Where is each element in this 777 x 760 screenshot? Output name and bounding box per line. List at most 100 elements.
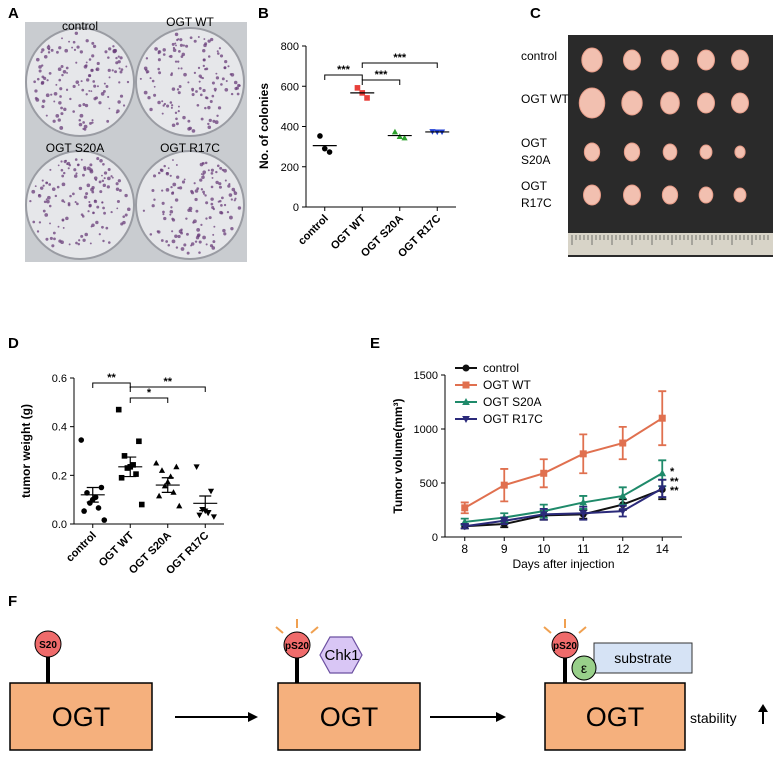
colony-dot — [85, 192, 89, 196]
colony-dot — [170, 206, 173, 209]
colony-dot — [162, 210, 165, 214]
legend-label: OGT WT — [483, 378, 531, 392]
colony-dot — [230, 226, 234, 231]
y-tick-label: 800 — [281, 41, 299, 53]
colony-dot — [82, 121, 85, 124]
colony-dot — [101, 179, 105, 183]
colony-dot — [161, 112, 164, 115]
colony-dot — [187, 119, 191, 123]
colony-dot — [47, 48, 51, 51]
tumor — [661, 185, 679, 205]
colony-dot — [169, 54, 173, 58]
colony-dot — [96, 205, 100, 209]
colony-dot — [224, 179, 227, 182]
colony-dot — [216, 50, 219, 53]
colony-dot — [49, 236, 53, 240]
colony-dot — [48, 183, 52, 186]
colony-dot — [216, 114, 219, 117]
colony-dot — [73, 48, 77, 51]
tumor — [662, 143, 678, 161]
colony-dot — [196, 103, 200, 107]
kinase-hexagon — [319, 636, 363, 674]
colony-dot — [222, 228, 226, 233]
colony-dot — [50, 93, 53, 96]
colony-dot — [46, 199, 50, 204]
tumor — [623, 142, 641, 162]
colony-dot — [183, 178, 186, 181]
colony-dot — [197, 36, 200, 39]
colony-dot — [72, 110, 75, 113]
colony-dot — [102, 162, 105, 166]
colony-dot — [169, 209, 174, 214]
colony-dot — [172, 48, 177, 52]
colony-dot — [221, 77, 225, 81]
colony-dot — [178, 229, 183, 234]
colony-dot — [176, 88, 180, 91]
colony-dot — [41, 64, 44, 67]
substrate-label: substrate — [614, 650, 672, 666]
colony-dot — [149, 107, 153, 112]
colony-dot — [170, 73, 173, 77]
data-point — [658, 485, 667, 493]
colony-dot — [207, 125, 212, 130]
protein-box — [277, 682, 421, 751]
colony-dot — [175, 246, 179, 249]
data-point — [205, 510, 212, 517]
colony-dot — [120, 68, 124, 71]
colony-dot — [45, 237, 49, 241]
colony-dot — [198, 240, 202, 244]
colony-dot — [53, 91, 58, 96]
colony-dot — [93, 176, 98, 180]
colony-dot — [83, 64, 88, 69]
colony-dot — [96, 61, 100, 66]
colony-dot — [95, 68, 98, 71]
colony-dot — [187, 81, 190, 84]
colony-dot — [163, 216, 167, 221]
colony-dot — [118, 188, 122, 192]
colony-dot — [223, 232, 227, 236]
arrow-head — [496, 712, 506, 722]
series-line — [464, 487, 663, 528]
colony-dot — [149, 77, 152, 80]
colony-dot — [117, 55, 120, 58]
colony-dot — [69, 97, 72, 101]
colony-dot — [91, 54, 95, 58]
colony-dot — [92, 211, 95, 215]
colony-dot — [34, 185, 37, 188]
colony-dot — [51, 187, 56, 191]
colony-dot — [116, 109, 120, 113]
colony-dot — [212, 207, 216, 211]
colony-dot — [112, 49, 117, 54]
data-point — [173, 463, 180, 470]
tumor — [660, 91, 680, 115]
colony-dot — [68, 243, 71, 246]
colony-dot — [74, 31, 79, 35]
colony-dot — [98, 180, 102, 184]
colony-dot — [162, 48, 166, 52]
series-line — [464, 472, 663, 523]
colony-dot — [107, 168, 111, 172]
colony-dot — [145, 71, 149, 74]
significance-bracket — [92, 382, 131, 388]
panel-label: B — [258, 5, 269, 22]
tumor — [731, 49, 749, 71]
colony-dot — [107, 176, 111, 181]
colony-dot — [69, 194, 72, 198]
colony-dot — [226, 210, 230, 214]
colony-dot — [65, 88, 69, 91]
significance-bracket — [129, 397, 169, 403]
colony-dot — [198, 80, 201, 83]
colony-dot — [88, 89, 91, 92]
colony-dot — [61, 37, 63, 40]
colony-dot — [91, 119, 94, 122]
colony-dot — [103, 177, 106, 180]
colony-dot — [219, 199, 222, 203]
colony-dot — [41, 75, 45, 79]
colony-dot — [116, 207, 119, 210]
colony-dot — [74, 201, 77, 204]
series-line — [464, 417, 663, 509]
colony-dot — [54, 194, 58, 198]
colony-dot — [59, 126, 64, 130]
colony-dot — [117, 60, 121, 64]
colony-dot — [145, 57, 149, 60]
